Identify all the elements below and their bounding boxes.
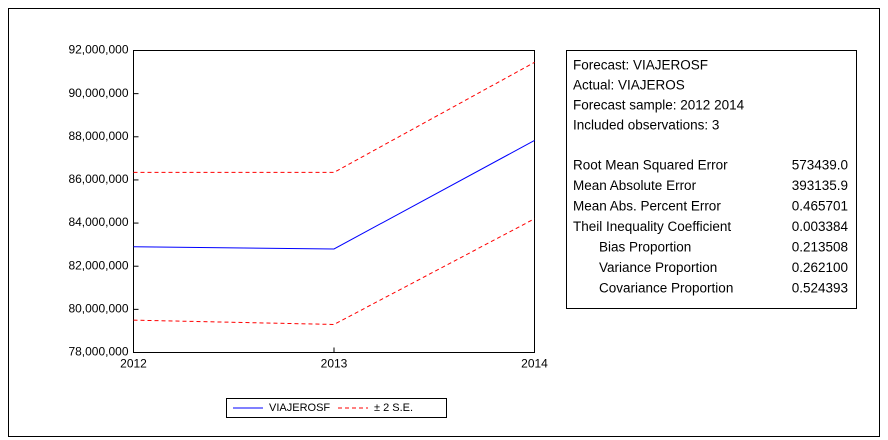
stats-header: Forecast sample: 2012 2014 bbox=[573, 98, 745, 113]
stats-value: 0.003384 bbox=[792, 219, 849, 234]
y-tick-label: 80,000,000 bbox=[68, 302, 128, 316]
stats-value: 573439.0 bbox=[792, 158, 848, 173]
stats-label: Root Mean Squared Error bbox=[573, 158, 728, 173]
stats-label: Bias Proportion bbox=[599, 240, 691, 255]
stats-value: 0.213508 bbox=[792, 240, 848, 255]
y-tick-label: 90,000,000 bbox=[68, 86, 128, 100]
stats-header: Forecast: VIAJEROSF bbox=[573, 58, 708, 73]
stats-value: 0.465701 bbox=[792, 199, 848, 214]
legend-label: ± 2 S.E. bbox=[374, 402, 413, 414]
frame bbox=[8, 8, 880, 437]
y-tick-label: 82,000,000 bbox=[68, 258, 128, 272]
y-tick-label: 78,000,000 bbox=[68, 345, 128, 359]
legend bbox=[226, 398, 447, 418]
legend-label: VIAJEROSF bbox=[269, 402, 330, 414]
stats-value: 0.524393 bbox=[792, 281, 848, 296]
y-tick-label: 86,000,000 bbox=[68, 172, 128, 186]
stats-header: Included observations: 3 bbox=[573, 118, 719, 133]
y-tick-label: 92,000,000 bbox=[68, 43, 128, 57]
y-tick-label: 84,000,000 bbox=[68, 215, 128, 229]
stats-header: Actual: VIAJEROS bbox=[573, 78, 685, 93]
stats-value: 0.262100 bbox=[792, 260, 848, 275]
series-line bbox=[133, 140, 535, 250]
stats-label: Covariance Proportion bbox=[599, 281, 733, 296]
stats-label: Mean Absolute Error bbox=[573, 178, 697, 193]
series-line bbox=[133, 61, 535, 173]
x-tick-label: 2013 bbox=[321, 357, 348, 371]
series-line bbox=[133, 218, 535, 325]
stats-label: Theil Inequality Coefficient bbox=[573, 219, 731, 234]
stats-value: 393135.9 bbox=[792, 178, 848, 193]
x-tick-label: 2014 bbox=[521, 357, 548, 371]
stats-box bbox=[566, 50, 857, 309]
x-tick-label: 2012 bbox=[120, 357, 147, 371]
stats-label: Mean Abs. Percent Error bbox=[573, 199, 721, 214]
y-tick-label: 88,000,000 bbox=[68, 129, 128, 143]
stats-label: Variance Proportion bbox=[599, 260, 717, 275]
